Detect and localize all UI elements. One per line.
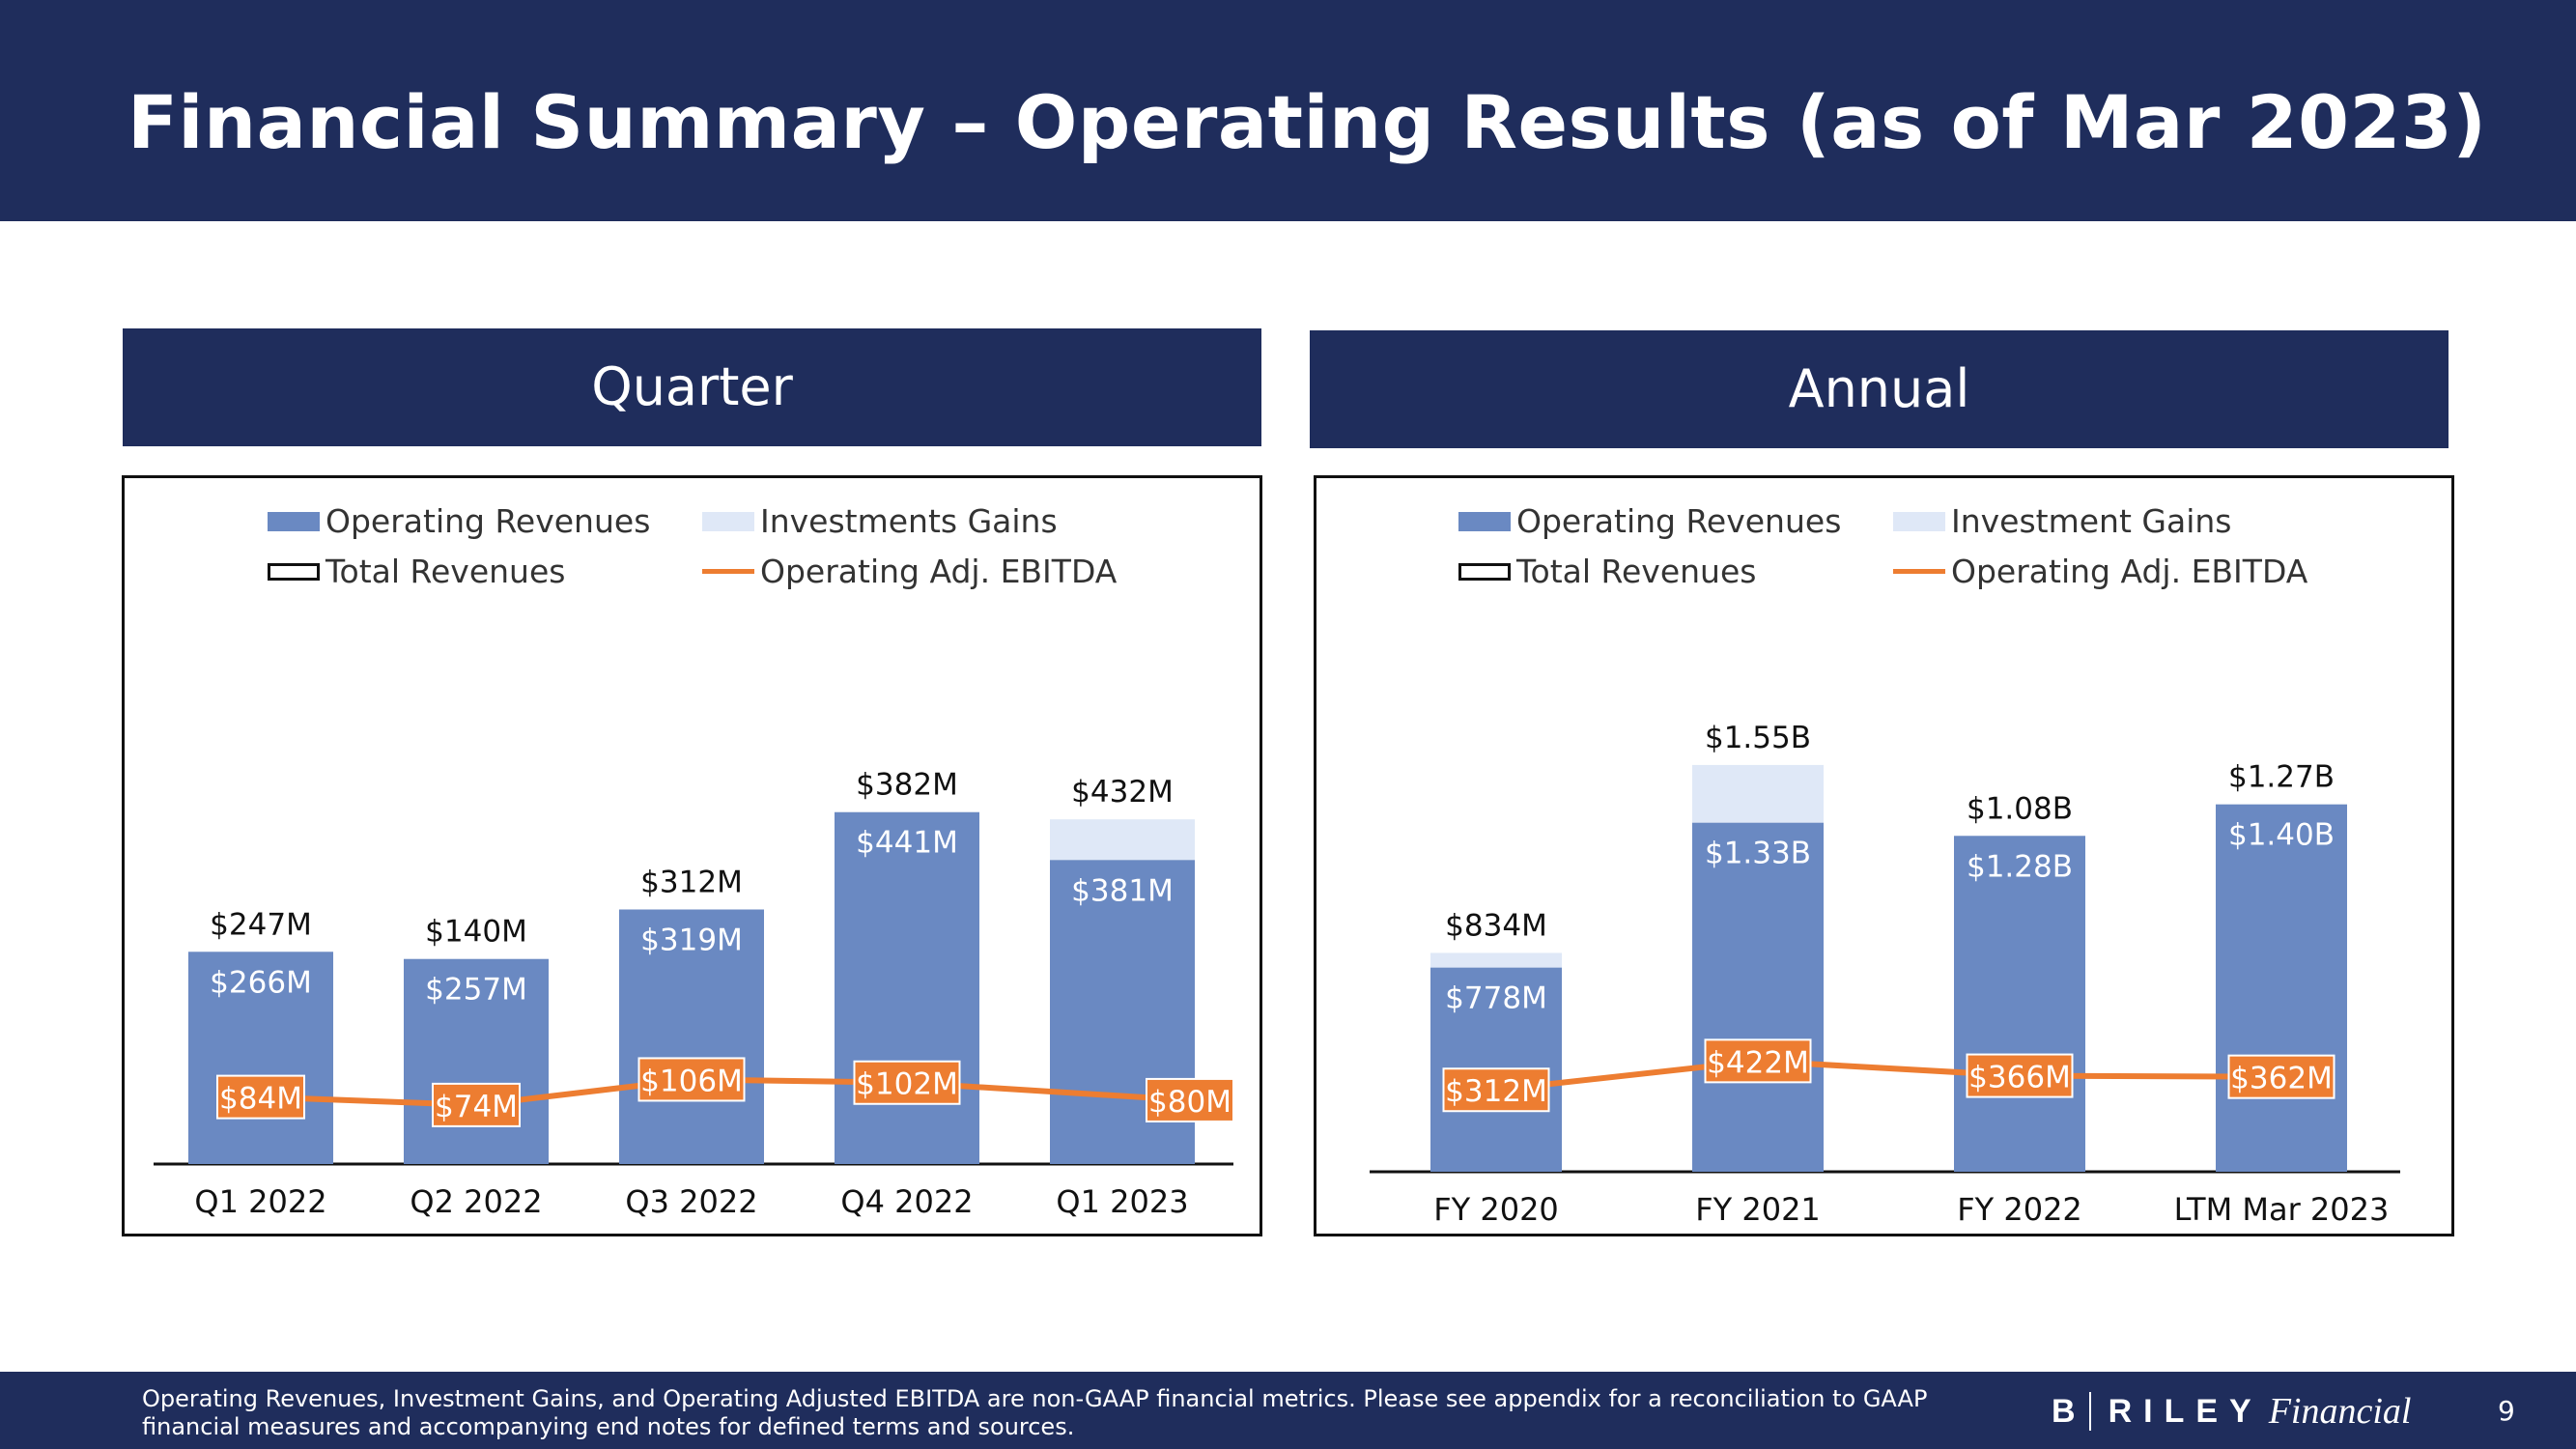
header-bar: Financial Summary – Operating Results (a…: [0, 0, 2576, 221]
data-label-ebitda: $80M: [1148, 1085, 1231, 1120]
legend-label: Total Revenues: [326, 553, 566, 590]
data-label-ebitda: $74M: [435, 1090, 518, 1124]
x-tick-label: FY 2022: [1957, 1191, 2082, 1228]
data-label-ebitda-box: [216, 1074, 305, 1120]
data-label-operating: $381M: [1071, 873, 1174, 908]
legend-operating-revenues: Operating Revenues: [268, 502, 650, 540]
logo-riley: RILEY: [2108, 1392, 2263, 1430]
data-label-operating: $1.40B: [2228, 818, 2335, 853]
x-tick-label: Q1 2022: [194, 1183, 326, 1220]
legend-label: Operating Revenues: [1516, 502, 1842, 540]
legend-ebitda: Operating Adj. EBITDA: [702, 553, 1117, 590]
x-tick-label: Q1 2023: [1056, 1183, 1188, 1220]
data-label-total: $432M: [1071, 775, 1174, 810]
data-label-operating: $319M: [640, 923, 743, 958]
legend-total-revenues: Total Revenues: [268, 553, 565, 590]
data-label-operating: $778M: [1445, 981, 1547, 1016]
data-label-ebitda: $422M: [1707, 1045, 1809, 1080]
legend-total-revenues: Total Revenues: [1458, 553, 1756, 590]
data-label-ebitda-box: [637, 1057, 746, 1102]
page-number: 9: [2498, 1395, 2515, 1427]
legend-label: Operating Adj. EBITDA: [1951, 553, 2308, 590]
legend-label: Operating Adj. EBITDA: [760, 553, 1118, 590]
x-tick-label: Q4 2022: [840, 1183, 973, 1220]
data-label-total: $247M: [210, 907, 312, 942]
data-label-total: $1.08B: [1967, 791, 2073, 826]
data-label-total: $382M: [856, 768, 958, 803]
data-label-operating: $266M: [210, 965, 312, 1000]
data-label-total: $1.55B: [1705, 721, 1811, 755]
data-label-total: $1.27B: [2228, 760, 2335, 795]
logo-divider: [2088, 1392, 2091, 1431]
line-ebitda: [1467, 1058, 2282, 1094]
data-label-total: $140M: [425, 915, 527, 950]
bar-investment-gains: [1050, 819, 1195, 861]
data-label-ebitda: $106M: [640, 1064, 743, 1098]
legend-swatch-ebitda: [702, 569, 754, 574]
footer-bar: Operating Revenues, Investment Gains, an…: [0, 1372, 2576, 1449]
bar-operating-revenues: [835, 811, 979, 1164]
x-tick-label: FY 2020: [1433, 1191, 1559, 1228]
bar-investment-gains: [1692, 764, 1824, 823]
legend-label: Operating Revenues: [326, 502, 651, 540]
x-tick-label: LTM Mar 2023: [2174, 1191, 2390, 1228]
bar-operating-revenues: [2216, 804, 2347, 1172]
bar-operating-revenues: [188, 952, 333, 1164]
data-label-ebitda: $362M: [2230, 1062, 2333, 1096]
legend-investment-gains: Investment Gains: [1893, 502, 2231, 540]
legend-label: Investments Gains: [760, 502, 1058, 540]
legend-swatch-total: [268, 562, 320, 581]
data-label-operating: $1.28B: [1967, 849, 2073, 884]
legend-swatch-total: [1458, 562, 1511, 581]
x-tick-label: Q2 2022: [410, 1183, 542, 1220]
company-logo: B RILEY Financial: [2052, 1389, 2411, 1434]
data-label-ebitda-box: [1442, 1067, 1550, 1113]
data-label-operating: $1.33B: [1705, 837, 1811, 871]
data-label-total: $312M: [640, 866, 743, 900]
logo-financial: Financial: [2268, 1391, 2412, 1432]
data-label-ebitda: $366M: [1968, 1061, 2071, 1095]
bar-operating-revenues: [1954, 836, 2085, 1172]
annual-chart: $778M $834M FY 2020 $1.33B $1.55B FY 2021 $1.2…: [1314, 475, 2454, 1236]
data-label-total: $834M: [1445, 908, 1547, 943]
legend-swatch-ebitda: [1893, 569, 1945, 574]
legend-swatch-operating: [268, 511, 320, 531]
legend-operating-revenues: Operating Revenues: [1458, 502, 1841, 540]
quarter-chart-svg: $266M $247M Q1 2022 $257M $140M Q2 2022 $319M $…: [154, 768, 1234, 1220]
data-label-ebitda-box: [1146, 1077, 1234, 1122]
data-label-ebitda: $312M: [1445, 1074, 1547, 1109]
legend-investment-gains: Investments Gains: [702, 502, 1058, 540]
data-label-ebitda: $84M: [219, 1082, 302, 1117]
data-label-ebitda-box: [1966, 1053, 2074, 1098]
data-label-operating: $257M: [425, 973, 527, 1008]
legend-swatch-operating: [1458, 511, 1511, 531]
bar-operating-revenues: [619, 909, 764, 1164]
data-label-operating: $441M: [856, 826, 958, 861]
quarter-chart: $266M $247M Q1 2022 $257M $140M Q2 2022 $319M $…: [122, 475, 1262, 1236]
data-label-ebitda-box: [1704, 1038, 1812, 1084]
legend-label: Investment Gains: [1951, 502, 2232, 540]
data-label-ebitda-box: [432, 1082, 521, 1127]
page-title: Financial Summary – Operating Results (a…: [127, 79, 2487, 165]
annual-chart-svg: $778M $834M FY 2020 $1.33B $1.55B FY 2021 $1.2…: [1370, 721, 2400, 1228]
footnote: Operating Revenues, Investment Gains, an…: [142, 1385, 1928, 1440]
data-label-ebitda-box: [2227, 1054, 2335, 1099]
bar-operating-revenues: [1692, 822, 1824, 1172]
legend-swatch-investment: [1893, 511, 1945, 531]
annual-panel-title: Annual: [1310, 330, 2449, 448]
data-label-ebitda-box: [853, 1060, 961, 1105]
bar-operating-revenues: [404, 958, 549, 1164]
legend-swatch-investment: [702, 511, 754, 531]
legend-label: Total Revenues: [1516, 553, 1757, 590]
legend-ebitda: Operating Adj. EBITDA: [1893, 553, 2307, 590]
x-tick-label: FY 2021: [1695, 1191, 1821, 1228]
x-tick-label: Q3 2022: [625, 1183, 757, 1220]
bar-investment-gains: [1430, 952, 1562, 968]
logo-b: B: [2052, 1392, 2080, 1430]
quarter-panel-title: Quarter: [123, 328, 1261, 446]
data-label-ebitda: $102M: [856, 1067, 958, 1102]
